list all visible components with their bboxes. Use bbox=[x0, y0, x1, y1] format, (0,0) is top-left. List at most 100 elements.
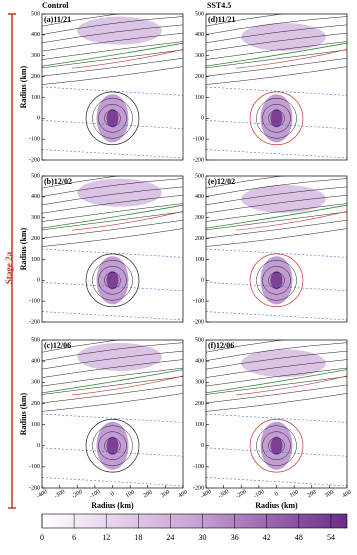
x-tick-label: 400 bbox=[342, 489, 353, 499]
colorbar-tick-label: 6 bbox=[72, 533, 76, 542]
contour-line bbox=[42, 176, 121, 189]
dashed-line bbox=[206, 282, 347, 292]
y-label: Radius (km) bbox=[19, 65, 28, 108]
dashed-line bbox=[206, 86, 347, 96]
y-tick-label: -100 bbox=[193, 299, 204, 305]
panel-frame bbox=[205, 13, 348, 161]
panel-frame bbox=[41, 13, 184, 161]
y-tick-label: 200 bbox=[195, 401, 204, 407]
contour-line bbox=[206, 66, 347, 85]
panel-content bbox=[206, 176, 347, 322]
y-tick-label: 100 bbox=[195, 422, 204, 428]
shading bbox=[106, 436, 119, 455]
contour-line bbox=[206, 367, 347, 387]
y-tick-label: 0 bbox=[37, 116, 40, 122]
contour-line bbox=[42, 211, 183, 231]
shading bbox=[270, 271, 283, 290]
contour-line bbox=[206, 359, 347, 378]
shading bbox=[241, 349, 326, 378]
dashed-line bbox=[42, 86, 183, 96]
ring bbox=[92, 260, 133, 301]
contour-line bbox=[206, 41, 347, 60]
x-tick-label: 0 bbox=[110, 491, 116, 498]
y-tick-label: -100 bbox=[29, 464, 40, 470]
y-tick-label: 500 bbox=[31, 11, 40, 17]
panel-title: (f)12/06 bbox=[208, 341, 234, 350]
y-tick-label: -200 bbox=[193, 485, 204, 491]
contour-line bbox=[42, 194, 183, 214]
x-tick-label: -100 bbox=[89, 489, 102, 500]
y-tick-label: 500 bbox=[195, 173, 204, 179]
y-label: Radius (km) bbox=[19, 392, 28, 435]
dashed-line bbox=[42, 447, 183, 457]
y-tick-label: 300 bbox=[195, 53, 204, 59]
panel-title: (a)11/21 bbox=[44, 15, 71, 24]
ring bbox=[98, 431, 127, 460]
dashed-line bbox=[42, 311, 183, 321]
circle bbox=[249, 253, 304, 308]
contour-line bbox=[206, 203, 347, 222]
contour-line bbox=[42, 342, 183, 361]
y-tick-label: 100 bbox=[31, 95, 40, 101]
contour-line bbox=[206, 49, 347, 69]
y-tick-label: 100 bbox=[195, 95, 204, 101]
y-tick-label: 400 bbox=[31, 359, 40, 365]
contour-line bbox=[42, 393, 183, 412]
y-tick-label: 300 bbox=[31, 53, 40, 59]
contour-line bbox=[42, 359, 183, 378]
contour-line bbox=[206, 176, 285, 189]
contour-line bbox=[42, 203, 183, 222]
shading bbox=[270, 109, 283, 128]
x-tick-label: 400 bbox=[178, 489, 189, 499]
x-tick-label: 0 bbox=[274, 491, 280, 498]
panel-frame bbox=[205, 175, 348, 323]
x-label: Radius (km) bbox=[91, 501, 134, 510]
ring bbox=[268, 272, 285, 289]
contour-line bbox=[206, 32, 347, 52]
y-tick-label: 300 bbox=[31, 215, 40, 221]
y-tick-label: -100 bbox=[29, 137, 40, 143]
x-tick-label: -400 bbox=[200, 489, 213, 500]
y-tick-label: -200 bbox=[29, 485, 40, 491]
x-tick-label: 300 bbox=[160, 489, 171, 499]
dashed-line bbox=[42, 477, 183, 487]
contour-line bbox=[42, 367, 183, 387]
ring bbox=[92, 425, 133, 466]
red-contour bbox=[71, 49, 183, 69]
green-contour bbox=[206, 204, 347, 229]
contour-line bbox=[42, 219, 183, 239]
x-tick-label: 200 bbox=[307, 489, 318, 499]
y-tick-label: 400 bbox=[195, 194, 204, 200]
contour-line bbox=[42, 24, 183, 44]
colorbar-tick-label: 30 bbox=[199, 533, 207, 542]
contour-line bbox=[206, 393, 347, 412]
contour-line bbox=[206, 16, 347, 35]
panel-content bbox=[42, 176, 183, 322]
panel-title: (c)12/06 bbox=[44, 341, 71, 350]
colorbar-tick-label: 12 bbox=[102, 533, 110, 542]
green-contour bbox=[206, 42, 347, 67]
dashed-line bbox=[42, 149, 183, 159]
contour-line bbox=[206, 24, 347, 44]
panel-title: (d)11/21 bbox=[208, 15, 236, 24]
contour-line bbox=[42, 186, 183, 206]
ring bbox=[104, 272, 121, 289]
shading bbox=[241, 184, 326, 213]
y-tick-label: -100 bbox=[29, 299, 40, 305]
y-tick-label: 100 bbox=[31, 422, 40, 428]
ring bbox=[268, 110, 285, 127]
contour-line bbox=[206, 211, 347, 231]
y-label: Radius (km) bbox=[19, 227, 28, 270]
y-tick-label: -200 bbox=[193, 157, 204, 163]
y-tick-label: 300 bbox=[195, 215, 204, 221]
y-tick-label: 300 bbox=[195, 380, 204, 386]
ring bbox=[256, 425, 297, 466]
x-tick-label: -200 bbox=[235, 489, 248, 500]
ring bbox=[262, 104, 291, 133]
y-tick-label: 100 bbox=[31, 257, 40, 263]
contour-line bbox=[206, 14, 285, 27]
red-contour bbox=[235, 49, 347, 69]
contour-line bbox=[42, 57, 183, 77]
y-tick-label: 200 bbox=[31, 74, 40, 80]
y-tick-label: 200 bbox=[31, 236, 40, 242]
